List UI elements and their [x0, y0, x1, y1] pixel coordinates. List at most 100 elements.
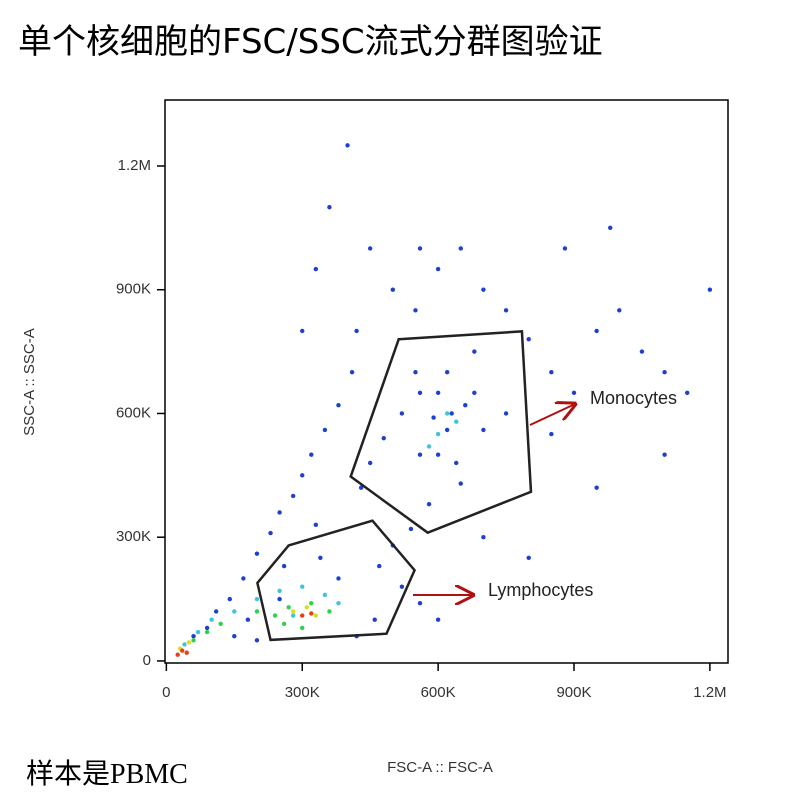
y-tick-label: 900K	[116, 281, 151, 298]
point	[526, 555, 531, 561]
point	[300, 584, 305, 589]
point	[336, 403, 341, 408]
point	[336, 600, 341, 606]
point	[417, 390, 423, 396]
x-tick-label: 300K	[285, 684, 320, 701]
point	[594, 328, 599, 334]
point	[300, 328, 305, 334]
point	[472, 390, 477, 396]
point	[377, 563, 382, 569]
x-tick-label: 900K	[556, 684, 591, 701]
point	[417, 452, 423, 457]
point	[449, 411, 454, 416]
point	[254, 551, 260, 556]
point	[639, 349, 645, 354]
point	[327, 609, 332, 614]
point	[241, 576, 246, 581]
point	[458, 246, 463, 251]
point	[327, 205, 332, 210]
y-tick-label: 600K	[116, 404, 151, 421]
point	[182, 642, 187, 647]
y-axis-label: SSC-A :: SSC-A	[21, 328, 38, 436]
point	[300, 625, 305, 631]
point	[322, 427, 328, 433]
gate-label: Lymphocytes	[488, 580, 593, 600]
gate	[349, 330, 533, 535]
point	[204, 625, 210, 631]
x-tick-label: 0	[162, 684, 170, 701]
point	[286, 605, 291, 610]
point	[662, 370, 667, 375]
point	[349, 370, 355, 375]
plot-frame	[164, 99, 729, 664]
point	[431, 415, 436, 420]
point	[281, 621, 287, 627]
point	[191, 633, 196, 639]
chart-title: 单个核细胞的FSC/SSC流式分群图验证	[18, 22, 603, 62]
point	[454, 419, 459, 424]
point	[313, 266, 319, 272]
point	[549, 431, 554, 437]
point	[232, 633, 237, 639]
x-axis-label: FSC-A :: FSC-A	[387, 759, 493, 776]
point	[372, 617, 377, 622]
point	[300, 473, 305, 478]
point	[481, 287, 486, 292]
point	[481, 427, 486, 433]
point	[268, 530, 273, 536]
point	[399, 411, 405, 416]
point	[435, 431, 441, 437]
point	[435, 390, 441, 396]
point	[184, 650, 189, 655]
point	[186, 640, 192, 645]
point	[345, 143, 350, 148]
point	[336, 576, 341, 581]
point	[526, 337, 531, 342]
caption: 样本是PBMC	[26, 759, 188, 790]
point	[322, 592, 328, 598]
point	[180, 648, 185, 653]
point	[309, 452, 314, 457]
point	[281, 563, 287, 569]
point	[209, 617, 214, 622]
point	[685, 390, 690, 396]
point	[367, 246, 373, 251]
point	[309, 600, 314, 606]
point	[313, 522, 319, 528]
x-tick-label: 1.2M	[693, 684, 726, 701]
point	[417, 600, 423, 606]
point	[463, 403, 468, 408]
point	[277, 588, 282, 594]
point	[254, 596, 260, 602]
y-tick-label: 1.2M	[118, 157, 151, 174]
point	[562, 246, 568, 251]
point	[444, 370, 450, 375]
point	[204, 629, 210, 635]
point	[435, 617, 441, 622]
point	[290, 609, 296, 614]
point	[272, 613, 278, 618]
y-tick-label: 0	[143, 652, 151, 669]
point	[175, 652, 180, 657]
point	[662, 452, 667, 457]
point	[390, 287, 396, 292]
point	[213, 609, 219, 614]
point	[304, 605, 309, 610]
point	[290, 493, 296, 499]
point	[232, 609, 237, 614]
point	[309, 611, 314, 616]
point	[481, 535, 486, 540]
point	[313, 613, 319, 618]
point	[413, 308, 418, 313]
point	[503, 411, 509, 416]
point	[277, 510, 282, 515]
point	[444, 411, 450, 416]
gate	[256, 519, 417, 642]
point	[707, 287, 713, 292]
point	[277, 596, 282, 602]
point	[381, 436, 386, 441]
point	[195, 629, 201, 635]
point	[290, 613, 296, 618]
